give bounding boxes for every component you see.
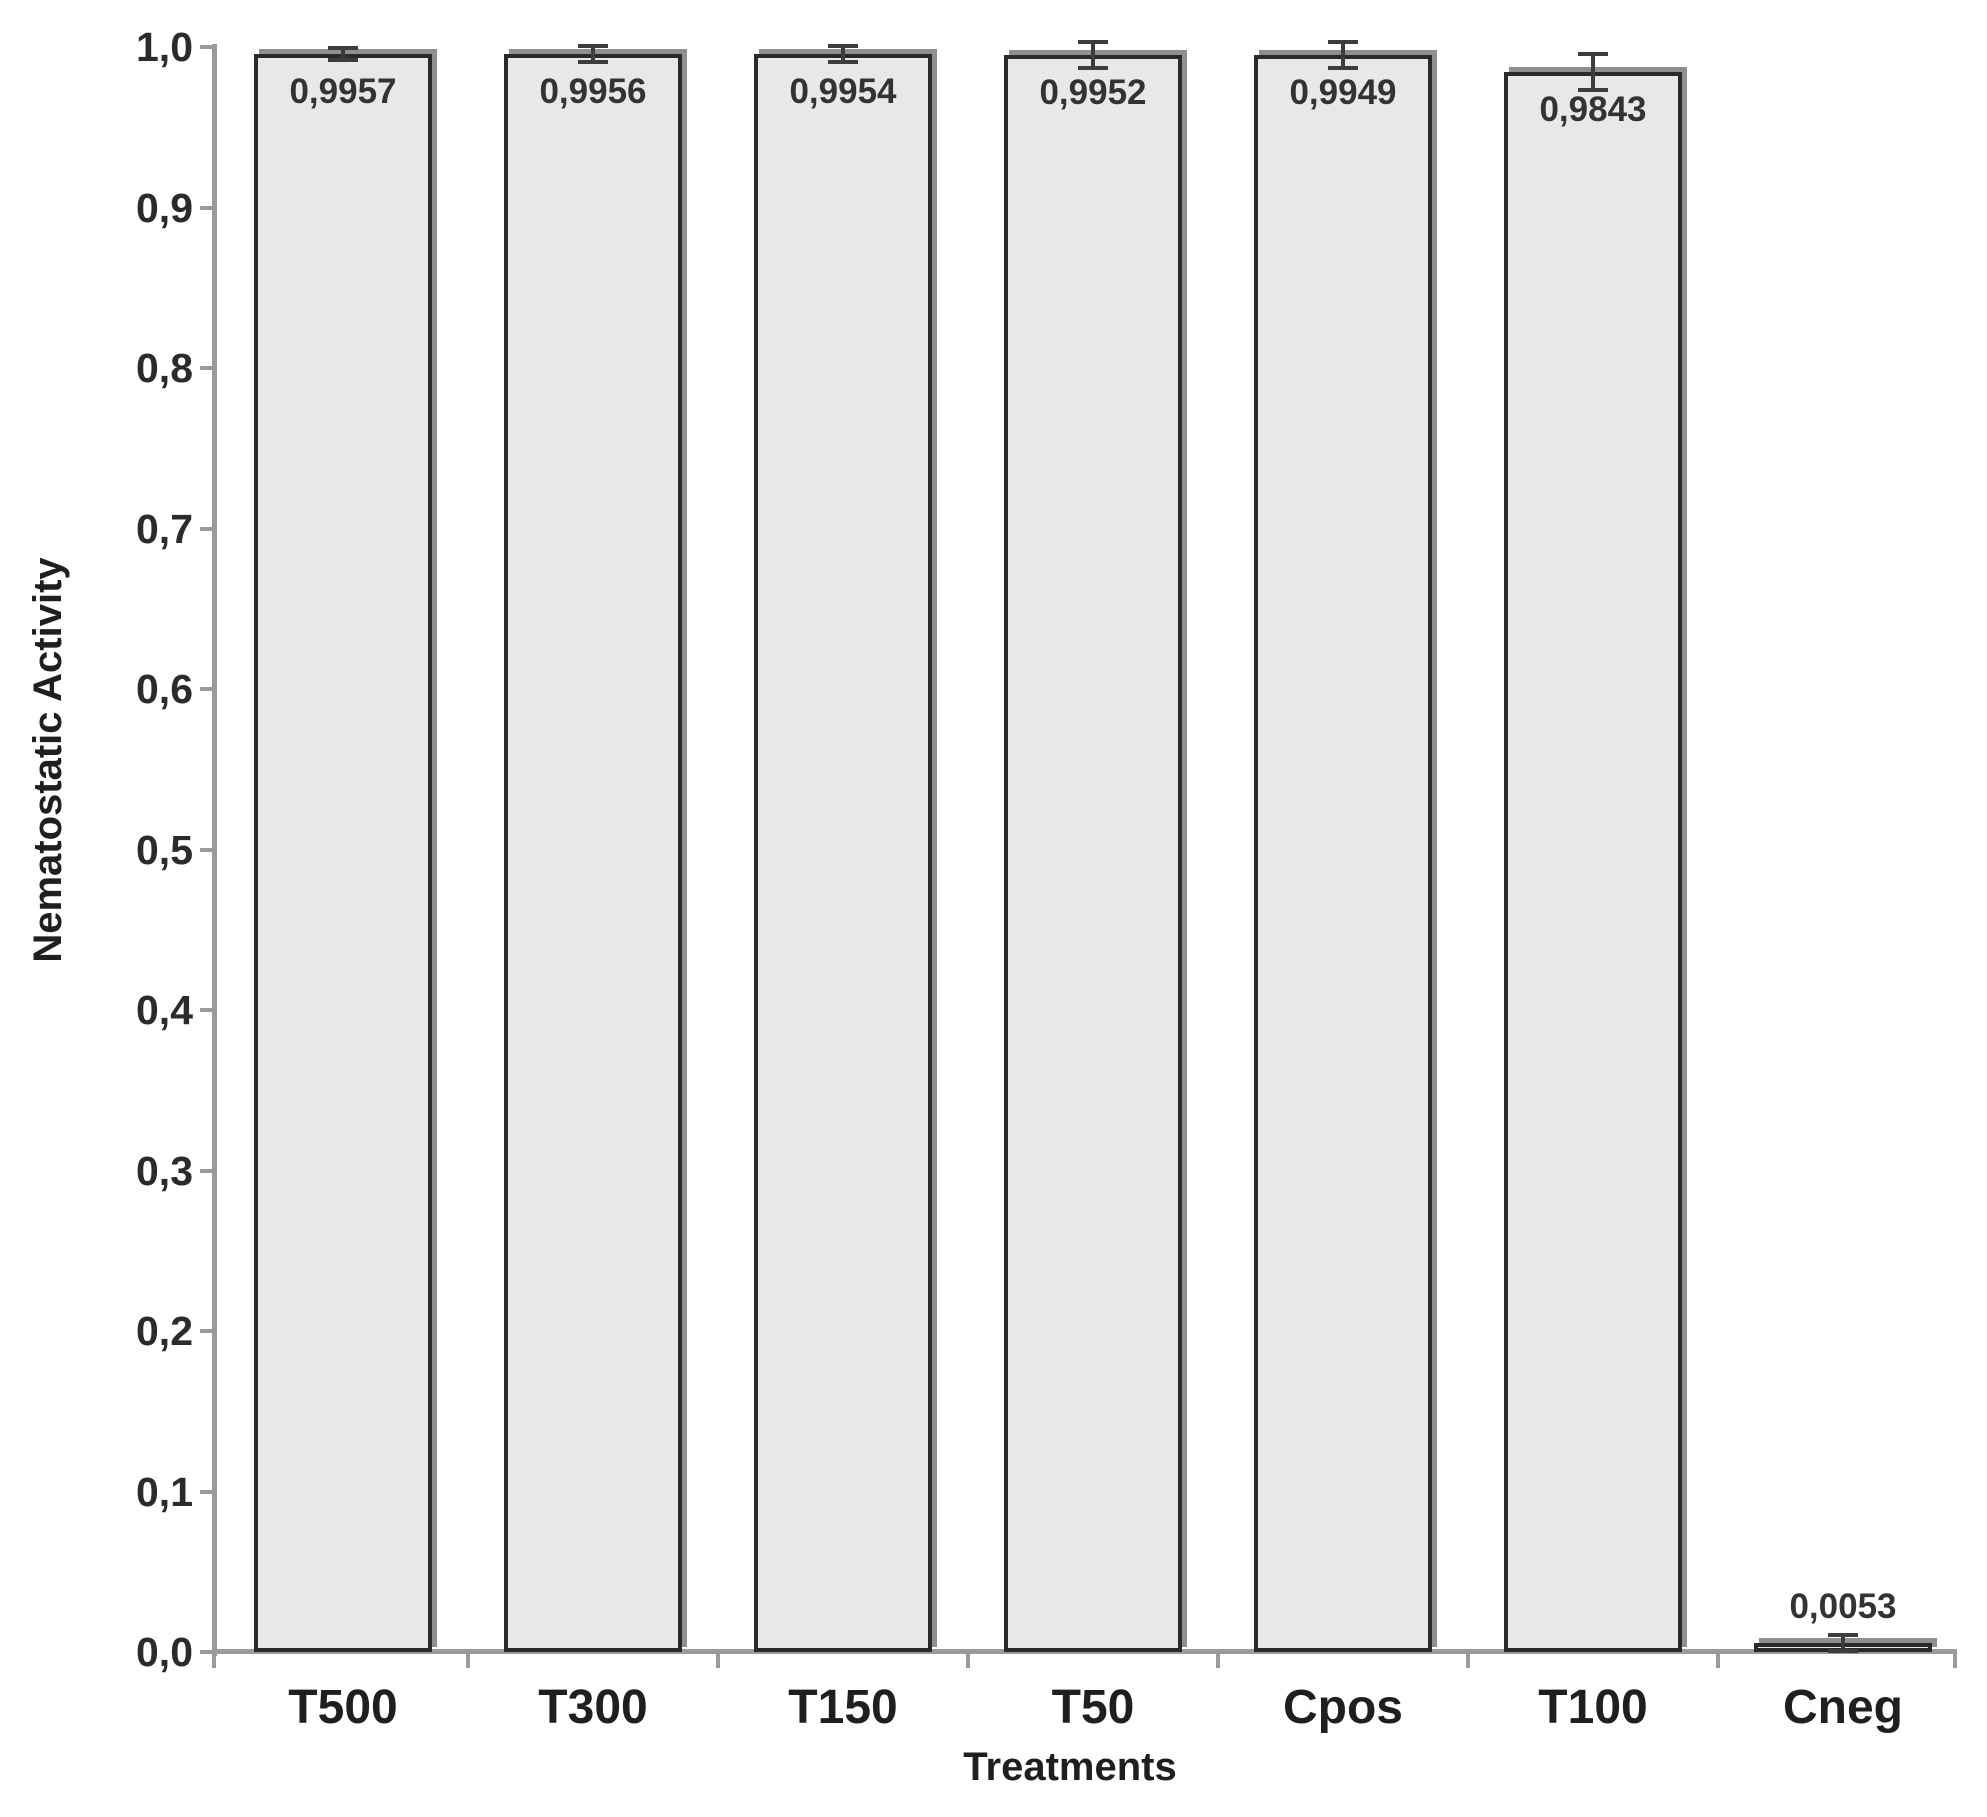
error-bar (1591, 54, 1595, 90)
error-bar-cap-top (578, 44, 608, 48)
y-tick-label: 1,0 (136, 24, 193, 70)
error-bar (841, 46, 845, 62)
y-axis-tick (200, 1650, 214, 1654)
error-bar-cap-top (1828, 1633, 1858, 1637)
value-label: 0,9957 (289, 72, 397, 111)
x-axis-tick (466, 1652, 470, 1668)
category-label: T150 (788, 1681, 898, 1734)
error-bar-cap-bottom (1578, 88, 1608, 92)
value-label: 0,9952 (1039, 73, 1147, 112)
y-axis-tick (200, 1008, 214, 1012)
y-tick-label: 0,9 (136, 185, 193, 231)
error-bar (1341, 42, 1345, 68)
x-axis-title: Treatments (963, 1745, 1177, 1789)
x-axis-tick (966, 1652, 970, 1668)
value-label: 0,9949 (1289, 73, 1397, 112)
bar-T100 (1504, 72, 1682, 1652)
bar-T50 (1004, 55, 1182, 1652)
error-bar (1841, 1635, 1845, 1651)
error-bar-cap-bottom (328, 58, 358, 62)
y-axis-tick (200, 206, 214, 210)
category-label: Cneg (1783, 1681, 1903, 1734)
category-label: Cpos (1283, 1681, 1403, 1734)
category-label: T300 (538, 1681, 648, 1734)
bar-T500 (254, 54, 432, 1652)
bar-Cpos (1254, 55, 1432, 1652)
value-label: 0,0053 (1789, 1587, 1897, 1626)
value-label: 0,9956 (539, 72, 647, 111)
bar-T300 (504, 54, 682, 1652)
x-axis-tick (1953, 1652, 1957, 1668)
y-tick-label: 0,4 (136, 987, 193, 1033)
error-bar (591, 46, 595, 62)
y-tick-label: 0,3 (136, 1148, 193, 1194)
y-axis-tick (200, 45, 214, 49)
x-axis-tick (716, 1652, 720, 1668)
category-label: T50 (1051, 1681, 1135, 1734)
error-bar-cap-bottom (1828, 1649, 1858, 1653)
x-axis-tick (212, 1652, 216, 1668)
error-bar-cap-bottom (578, 60, 608, 64)
y-axis-title: Nematostatic Activity (26, 557, 70, 963)
y-axis-tick (200, 848, 214, 852)
error-bar (1091, 42, 1095, 68)
y-axis-tick (200, 527, 214, 531)
error-bar-cap-bottom (828, 60, 858, 64)
bar-T150 (754, 54, 932, 1652)
error-bar-cap-bottom (1328, 66, 1358, 70)
y-axis-tick (200, 1490, 214, 1494)
error-bar-cap-top (828, 44, 858, 48)
y-axis-tick (200, 1169, 214, 1173)
category-label: T100 (1538, 1681, 1648, 1734)
y-axis-tick (200, 366, 214, 370)
value-label: 0,9843 (1539, 90, 1647, 129)
error-bar-cap-top (1078, 40, 1108, 44)
error-bar-cap-top (1578, 52, 1608, 56)
y-tick-label: 0,7 (136, 506, 193, 552)
y-axis-line (212, 44, 217, 1656)
x-axis-tick (1216, 1652, 1220, 1668)
y-tick-label: 0,8 (136, 345, 193, 391)
y-tick-label: 0,2 (136, 1308, 193, 1354)
x-axis-tick (1466, 1652, 1470, 1668)
y-axis-tick (200, 687, 214, 691)
error-bar-cap-bottom (1078, 66, 1108, 70)
value-label: 0,9954 (789, 72, 897, 111)
error-bar-cap-top (1328, 40, 1358, 44)
y-tick-label: 0,0 (136, 1629, 193, 1675)
x-axis-tick (1716, 1652, 1720, 1668)
category-label: T500 (288, 1681, 398, 1734)
y-axis-tick (200, 1329, 214, 1333)
y-tick-label: 0,6 (136, 666, 193, 712)
y-tick-label: 0,1 (136, 1469, 193, 1515)
error-bar-cap-top (328, 46, 358, 50)
error-bar (341, 48, 345, 60)
y-tick-label: 0,5 (136, 827, 193, 873)
